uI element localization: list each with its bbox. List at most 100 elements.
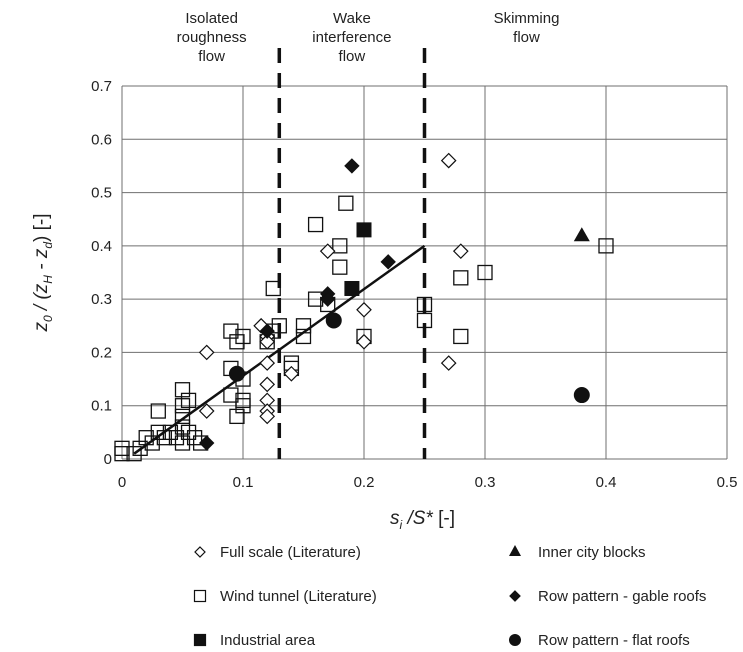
data-point xyxy=(180,392,197,409)
fit-line xyxy=(133,244,426,455)
data-point xyxy=(223,323,239,339)
data-point xyxy=(126,446,142,462)
legend-marker xyxy=(193,633,207,647)
data-point xyxy=(573,387,590,404)
data-point xyxy=(174,408,191,425)
regime-label-line: roughness xyxy=(177,29,247,46)
x-tick-label: 0 xyxy=(118,474,126,491)
data-points xyxy=(114,152,614,462)
data-point xyxy=(283,365,300,382)
data-point xyxy=(174,435,191,451)
data-point xyxy=(416,296,433,313)
data-point xyxy=(150,403,166,419)
legend-label: Full scale (Literature) xyxy=(220,544,361,561)
data-point xyxy=(198,435,215,451)
legend-marker xyxy=(509,634,521,646)
data-point xyxy=(307,216,324,233)
data-point xyxy=(229,408,245,425)
legend-item: Row pattern - gable roofs xyxy=(509,588,706,605)
data-point xyxy=(440,152,457,169)
data-point xyxy=(138,430,154,446)
legend-marker xyxy=(509,590,521,602)
regime-label-line: Skimming xyxy=(494,10,560,27)
legend-label: Inner city blocks xyxy=(538,544,646,561)
data-point xyxy=(114,446,130,462)
data-point xyxy=(150,424,166,441)
data-point xyxy=(356,301,372,318)
data-point xyxy=(319,243,336,260)
regime-label-line: Wake xyxy=(333,10,371,27)
regime-label-line: Isolated xyxy=(185,10,238,27)
legend-marker xyxy=(509,545,521,556)
data-point xyxy=(416,312,433,329)
data-point xyxy=(132,440,148,456)
data-point xyxy=(332,238,348,254)
data-point xyxy=(440,355,457,371)
legend-item: Industrial area xyxy=(193,632,316,649)
legend-label: Industrial area xyxy=(220,632,316,649)
data-point xyxy=(168,430,185,446)
x-tick-label: 0.5 xyxy=(717,474,738,491)
legend-label: Wind tunnel (Literature) xyxy=(220,588,377,605)
regime-label-line: flow xyxy=(513,29,540,46)
fit-line-group xyxy=(133,244,426,455)
legend-label: Row pattern - flat roofs xyxy=(538,632,690,649)
data-point xyxy=(271,318,287,334)
data-point xyxy=(356,222,372,238)
data-point xyxy=(259,323,275,339)
x-tick-label: 0.1 xyxy=(233,474,254,491)
regime-label-line: flow xyxy=(198,48,225,65)
data-point xyxy=(453,270,469,286)
data-point xyxy=(295,318,312,334)
data-point xyxy=(295,328,312,345)
data-point xyxy=(174,419,191,435)
data-point xyxy=(229,334,245,350)
regime-label-line: flow xyxy=(339,48,366,65)
y-tick-label: 0.2 xyxy=(91,344,112,361)
regime-label-line: interference xyxy=(312,29,391,46)
legend: Full scale (Literature) Wind tunnel (Lite… xyxy=(193,544,706,649)
legend-marker xyxy=(193,589,207,603)
data-point xyxy=(259,333,276,350)
data-point xyxy=(156,430,173,446)
x-tick-label: 0.4 xyxy=(596,474,617,491)
data-point xyxy=(380,254,396,270)
data-point xyxy=(198,344,215,361)
legend-item: Wind tunnel (Literature) xyxy=(193,588,377,605)
data-point xyxy=(259,376,276,393)
data-point xyxy=(235,398,251,414)
legend-item: Row pattern - flat roofs xyxy=(509,632,690,649)
data-point xyxy=(198,403,215,419)
y-tick-label: 0.5 xyxy=(91,185,112,202)
y-tick-label: 0.7 xyxy=(91,78,112,95)
data-point xyxy=(235,328,251,345)
regime-boundaries xyxy=(277,48,427,459)
data-point xyxy=(325,312,342,329)
y-tick-label: 0.1 xyxy=(91,398,112,415)
data-point xyxy=(174,398,191,414)
data-point xyxy=(573,227,590,242)
data-point xyxy=(162,424,179,441)
y-axis-title: z0 / (zH - zd) [-] xyxy=(31,213,55,332)
data-point xyxy=(259,408,276,425)
x-tick-label: 0.3 xyxy=(475,474,496,491)
y-tick-label: 0.6 xyxy=(91,131,112,148)
legend-item: Full scale (Literature) xyxy=(194,544,361,561)
y-tick-label: 0.3 xyxy=(91,291,112,308)
data-point xyxy=(344,280,360,296)
data-point xyxy=(259,355,276,371)
data-point xyxy=(144,435,160,451)
legend-marker xyxy=(194,546,206,558)
data-point xyxy=(598,238,614,254)
data-point xyxy=(223,387,239,403)
data-point xyxy=(453,328,469,345)
data-point xyxy=(452,243,469,260)
data-point xyxy=(319,291,336,307)
data-point xyxy=(332,259,348,275)
data-point xyxy=(338,195,354,211)
data-point xyxy=(174,382,191,398)
data-point xyxy=(265,280,281,297)
y-tick-label: 0.4 xyxy=(91,238,112,255)
axes: 0 0.1 0.2 0.3 0.4 0.5 0.6 0.7 0 0.1 0.2 0.3 0.4 0.5 si… xyxy=(31,78,737,532)
